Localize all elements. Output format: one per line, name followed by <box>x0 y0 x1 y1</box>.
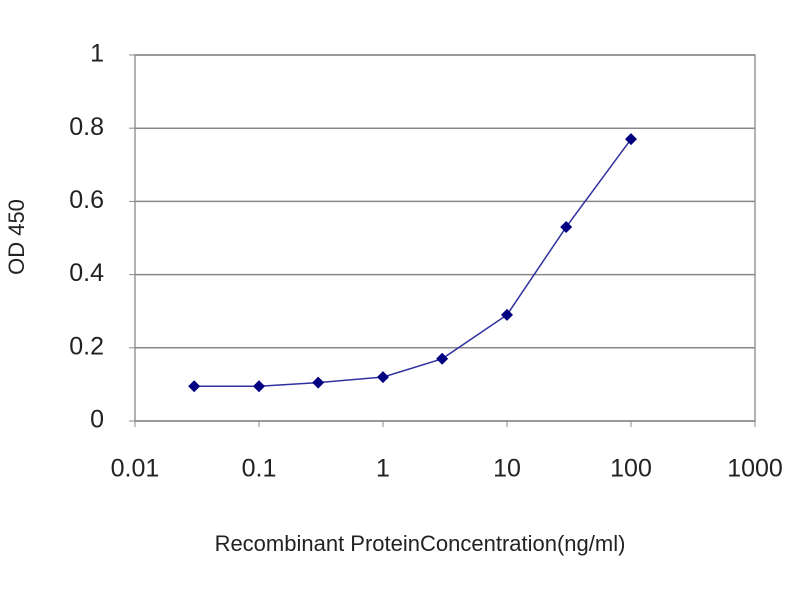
y-tick-label: 1 <box>90 40 104 68</box>
y-tick-label: 0.6 <box>69 186 104 214</box>
data-point <box>377 371 389 384</box>
data-point <box>436 352 449 365</box>
data-point <box>312 376 325 389</box>
y-tick-label: 0 <box>90 406 104 434</box>
data-point <box>253 380 265 393</box>
y-tick-label: 0.2 <box>69 332 104 360</box>
x-tick-label: 100 <box>610 455 652 483</box>
x-tick-label: 10 <box>493 455 521 483</box>
data-point <box>501 308 513 321</box>
x-axis-label: Recombinant ProteinConcentration(ng/ml) <box>215 531 626 556</box>
series-line <box>194 138 632 387</box>
y-tick-label: 0.4 <box>69 259 104 287</box>
x-tick-label: 0.01 <box>111 455 160 483</box>
x-tick-label: 1000 <box>727 455 783 483</box>
x-tick-label: 1 <box>376 455 390 483</box>
y-tick-label: 0.8 <box>69 113 104 141</box>
data-point <box>560 221 573 234</box>
x-tick-label: 0.1 <box>242 455 277 483</box>
y-axis-label: OD 450 <box>4 199 29 275</box>
data-point <box>188 380 201 393</box>
data-point <box>625 133 637 146</box>
plot-area <box>134 54 756 422</box>
